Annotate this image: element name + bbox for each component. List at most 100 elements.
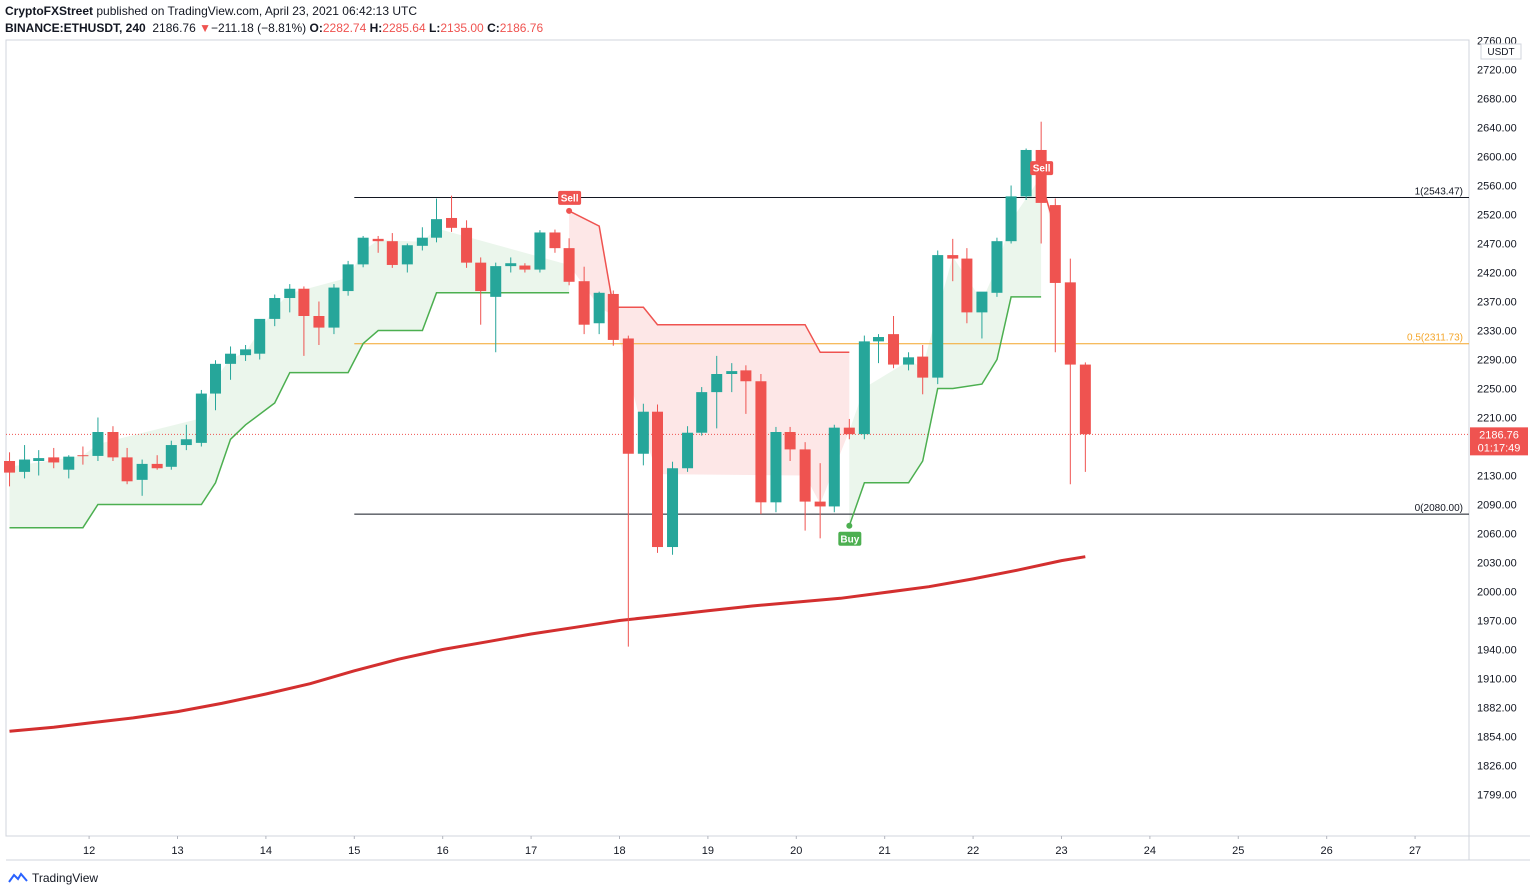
candle-body[interactable] [578, 281, 590, 325]
candle-body[interactable] [932, 255, 944, 378]
candle-body[interactable] [136, 463, 148, 480]
candle-body[interactable] [828, 427, 840, 507]
candle-body[interactable] [888, 334, 900, 365]
candle-body[interactable] [313, 316, 325, 328]
signal-label: Buy [840, 534, 859, 545]
sell-signal-badge[interactable] [558, 190, 582, 205]
candle-body[interactable] [1035, 149, 1047, 203]
last-price: 2186.76 [152, 21, 196, 35]
candle-body[interactable] [770, 432, 782, 503]
candle-body[interactable] [284, 288, 296, 299]
candle-body[interactable] [593, 292, 605, 324]
candle-body[interactable] [269, 298, 281, 319]
candle-body[interactable] [784, 432, 796, 450]
candle-body[interactable] [151, 463, 163, 469]
fib-level-label: 0(2080.00) [1415, 503, 1463, 514]
candle-body[interactable] [903, 357, 915, 365]
candle-body[interactable] [519, 265, 531, 270]
countdown-tag-value: 01:17:49 [1478, 442, 1521, 454]
price-tick-label: 2060.00 [1477, 529, 1517, 541]
candle-body[interactable] [622, 338, 634, 454]
candle-body[interactable] [799, 449, 811, 502]
candle-body[interactable] [1049, 205, 1061, 283]
sell-signal-badge[interactable] [1030, 161, 1054, 176]
close-value: 2186.76 [499, 21, 544, 35]
candle-body[interactable] [121, 457, 133, 482]
candle-body[interactable] [431, 219, 443, 238]
ema-line[interactable] [9, 555, 1086, 733]
candle-body[interactable] [740, 370, 752, 382]
candle-body[interactable] [401, 245, 413, 265]
candle-body[interactable] [33, 458, 45, 461]
candle-body[interactable] [342, 264, 354, 292]
candle-body[interactable] [917, 356, 929, 378]
candle-body[interactable] [490, 266, 502, 297]
price-tick-label: 2640.00 [1477, 123, 1517, 135]
candle-body[interactable] [210, 363, 222, 394]
candle-body[interactable] [77, 455, 89, 457]
candle-body[interactable] [416, 237, 428, 246]
candle-body[interactable] [563, 248, 575, 282]
candle-body[interactable] [1005, 196, 1017, 242]
candle-body[interactable] [637, 411, 649, 454]
candle-body[interactable] [4, 461, 16, 473]
candle-body[interactable] [48, 457, 60, 463]
candle-body[interactable] [843, 427, 855, 435]
candle-body[interactable] [682, 432, 694, 469]
candle-body[interactable] [872, 337, 884, 342]
candle-body[interactable] [225, 353, 237, 364]
candle-body[interactable] [461, 227, 473, 263]
time-tick-label: 17 [525, 845, 537, 857]
candle-body[interactable] [976, 291, 988, 313]
candle-body[interactable] [386, 241, 398, 265]
candle-body[interactable] [534, 232, 546, 270]
candle-body[interactable] [667, 468, 679, 548]
time-tick-label: 23 [1055, 845, 1067, 857]
candle-body[interactable] [107, 432, 119, 458]
buy-signal-badge[interactable] [838, 531, 862, 546]
candle-body[interactable] [1064, 282, 1076, 365]
currency-badge[interactable] [1480, 43, 1522, 60]
candle-body[interactable] [726, 371, 738, 374]
candle-body[interactable] [711, 374, 723, 393]
candle-body[interactable] [696, 392, 708, 433]
time-tick-label: 20 [790, 845, 802, 857]
candle-body[interactable] [1079, 364, 1091, 435]
candle-body[interactable] [372, 238, 384, 242]
candle-body[interactable] [651, 411, 663, 548]
signal-dot [846, 522, 853, 529]
supertrend-line-up[interactable] [848, 296, 1042, 527]
candle-body[interactable] [961, 258, 973, 313]
footer-brand[interactable]: TradingView [8, 871, 98, 885]
candle-body[interactable] [947, 255, 959, 259]
candle-body[interactable] [180, 439, 192, 446]
low-label: L: [429, 21, 441, 35]
candle-body[interactable] [298, 288, 310, 316]
candle-body[interactable] [240, 349, 252, 356]
price-tick-label: 2600.00 [1477, 152, 1517, 164]
fib-level-label: 1(2543.47) [1415, 186, 1463, 197]
candle-body[interactable] [254, 318, 266, 354]
symbol-label[interactable]: BINANCE:ETHUSDT, 240 [5, 21, 146, 35]
candle-body[interactable] [92, 432, 104, 456]
publisher-name[interactable]: CryptoFXStreet [5, 4, 94, 18]
candle-body[interactable] [755, 381, 767, 503]
candle-body[interactable] [446, 217, 458, 228]
supertrend-line-up[interactable] [9, 292, 570, 529]
candle-body[interactable] [357, 237, 369, 265]
candle-body[interactable] [63, 456, 75, 470]
candle-body[interactable] [505, 263, 517, 267]
candle-body[interactable] [1020, 149, 1032, 197]
candle-body[interactable] [195, 393, 207, 443]
candle-body[interactable] [19, 459, 31, 472]
supertrend-line-down[interactable] [568, 210, 850, 354]
candle-body[interactable] [814, 501, 826, 507]
candle-body[interactable] [549, 232, 561, 249]
candle-body[interactable] [607, 293, 619, 340]
candle-body[interactable] [165, 445, 177, 467]
candle-body[interactable] [991, 241, 1003, 293]
candle-body[interactable] [475, 262, 487, 292]
candle-body[interactable] [858, 341, 870, 435]
candle-body[interactable] [328, 287, 340, 328]
